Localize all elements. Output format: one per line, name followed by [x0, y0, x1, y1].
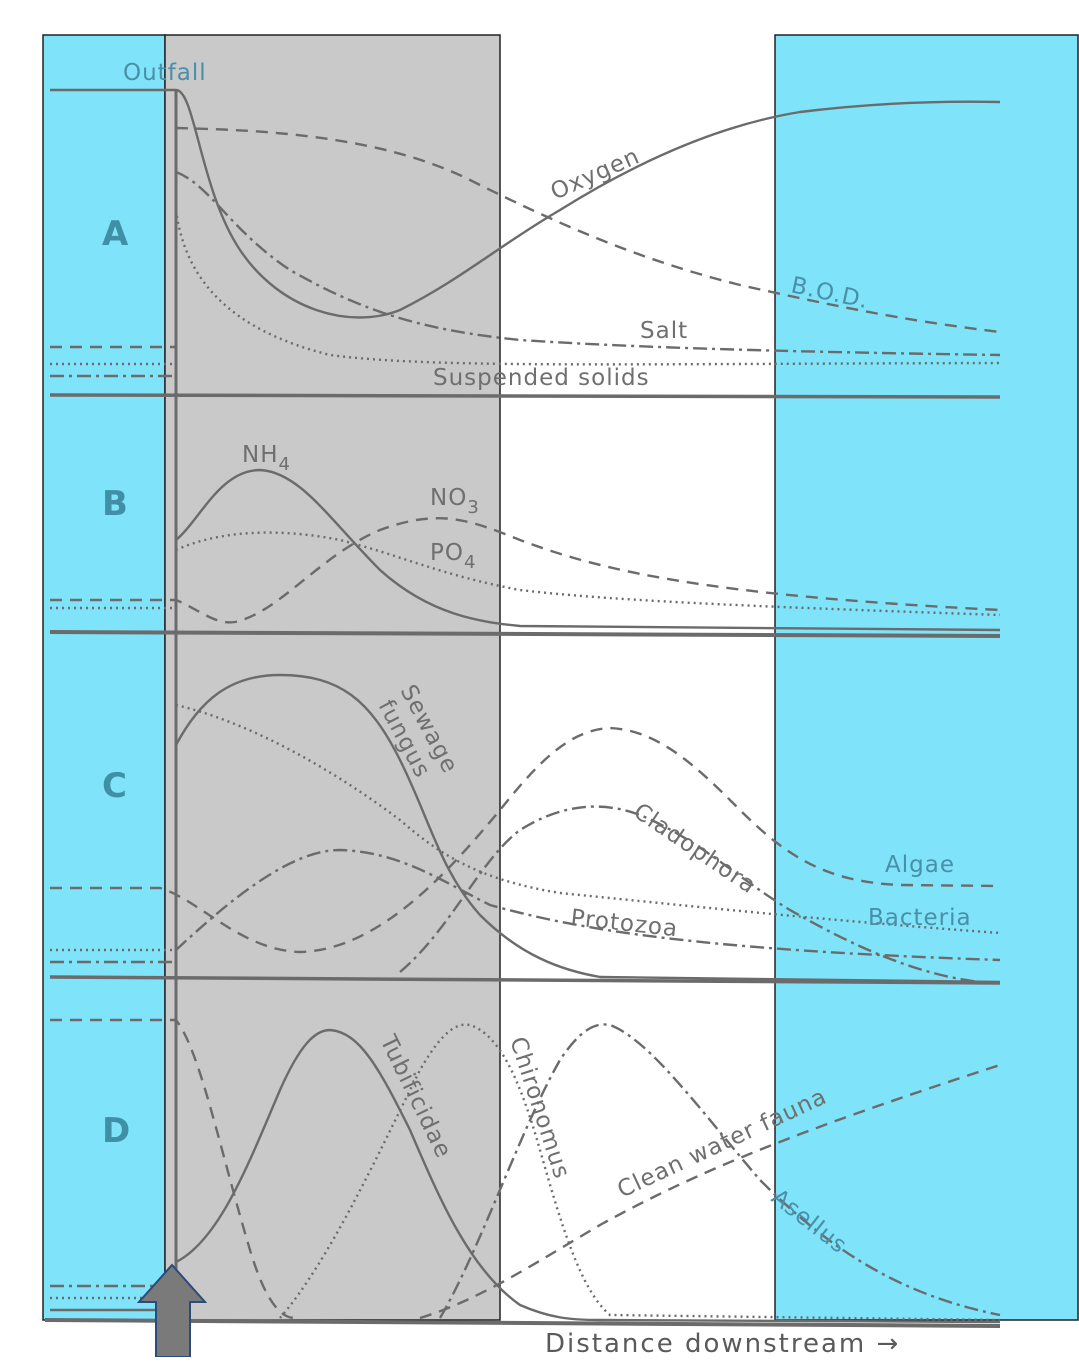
panel-letter-d: D	[102, 1111, 130, 1151]
cladophora-curve	[399, 805, 981, 984]
algae-curve	[50, 726, 1001, 954]
outfall-label: Outfall	[123, 60, 207, 86]
no3-curve	[50, 517, 1001, 624]
oxygen-label: Oxygen	[547, 143, 644, 205]
salt-curve	[175, 170, 1001, 357]
cladophora-label: Cladophora	[629, 798, 761, 899]
bod-curve	[175, 126, 1001, 334]
chironomus-curve	[279, 1023, 1001, 1322]
x-axis-label: Distance downstream →	[545, 1329, 900, 1357]
sewage-fungus-curve	[174, 673, 1001, 984]
panel-a-baseline	[49, 393, 1001, 399]
clean-water-fauna-curve	[419, 1063, 1001, 1320]
outfall-zone-highlight	[164, 34, 501, 1321]
oxygen-curve	[50, 88, 1001, 319]
panel-letter-c: C	[102, 766, 127, 806]
protozoa-curve	[175, 848, 1001, 962]
po4-curve	[175, 531, 1001, 617]
panel-d-baseline	[44, 1318, 1001, 1328]
panel-letter-b: B	[102, 484, 128, 524]
panel-c-baseline	[49, 975, 1001, 985]
protozoa-label: Protozoa	[569, 905, 679, 942]
no3-label: NO3	[430, 485, 480, 518]
panel-letter-a: A	[102, 214, 129, 254]
nh4-curve	[175, 468, 1001, 632]
suspended-solids-label: Suspended solids	[433, 365, 650, 391]
bacteria-label: Bacteria	[868, 905, 972, 931]
tubificidae-curve	[175, 1028, 1001, 1324]
po4-label: PO4	[430, 540, 476, 573]
asellus-curve	[438, 1023, 1001, 1319]
algae-label: Algae	[885, 852, 955, 878]
clean-water-fauna-start	[50, 1018, 296, 1320]
panel-b-baseline	[49, 630, 1001, 638]
upstream-highlight	[42, 34, 166, 1321]
suspended-solids-curve	[174, 209, 1001, 366]
salt-label: Salt	[640, 318, 688, 344]
recovery-zone-highlight	[774, 34, 1079, 1321]
nh4-label: NH4	[242, 442, 291, 475]
